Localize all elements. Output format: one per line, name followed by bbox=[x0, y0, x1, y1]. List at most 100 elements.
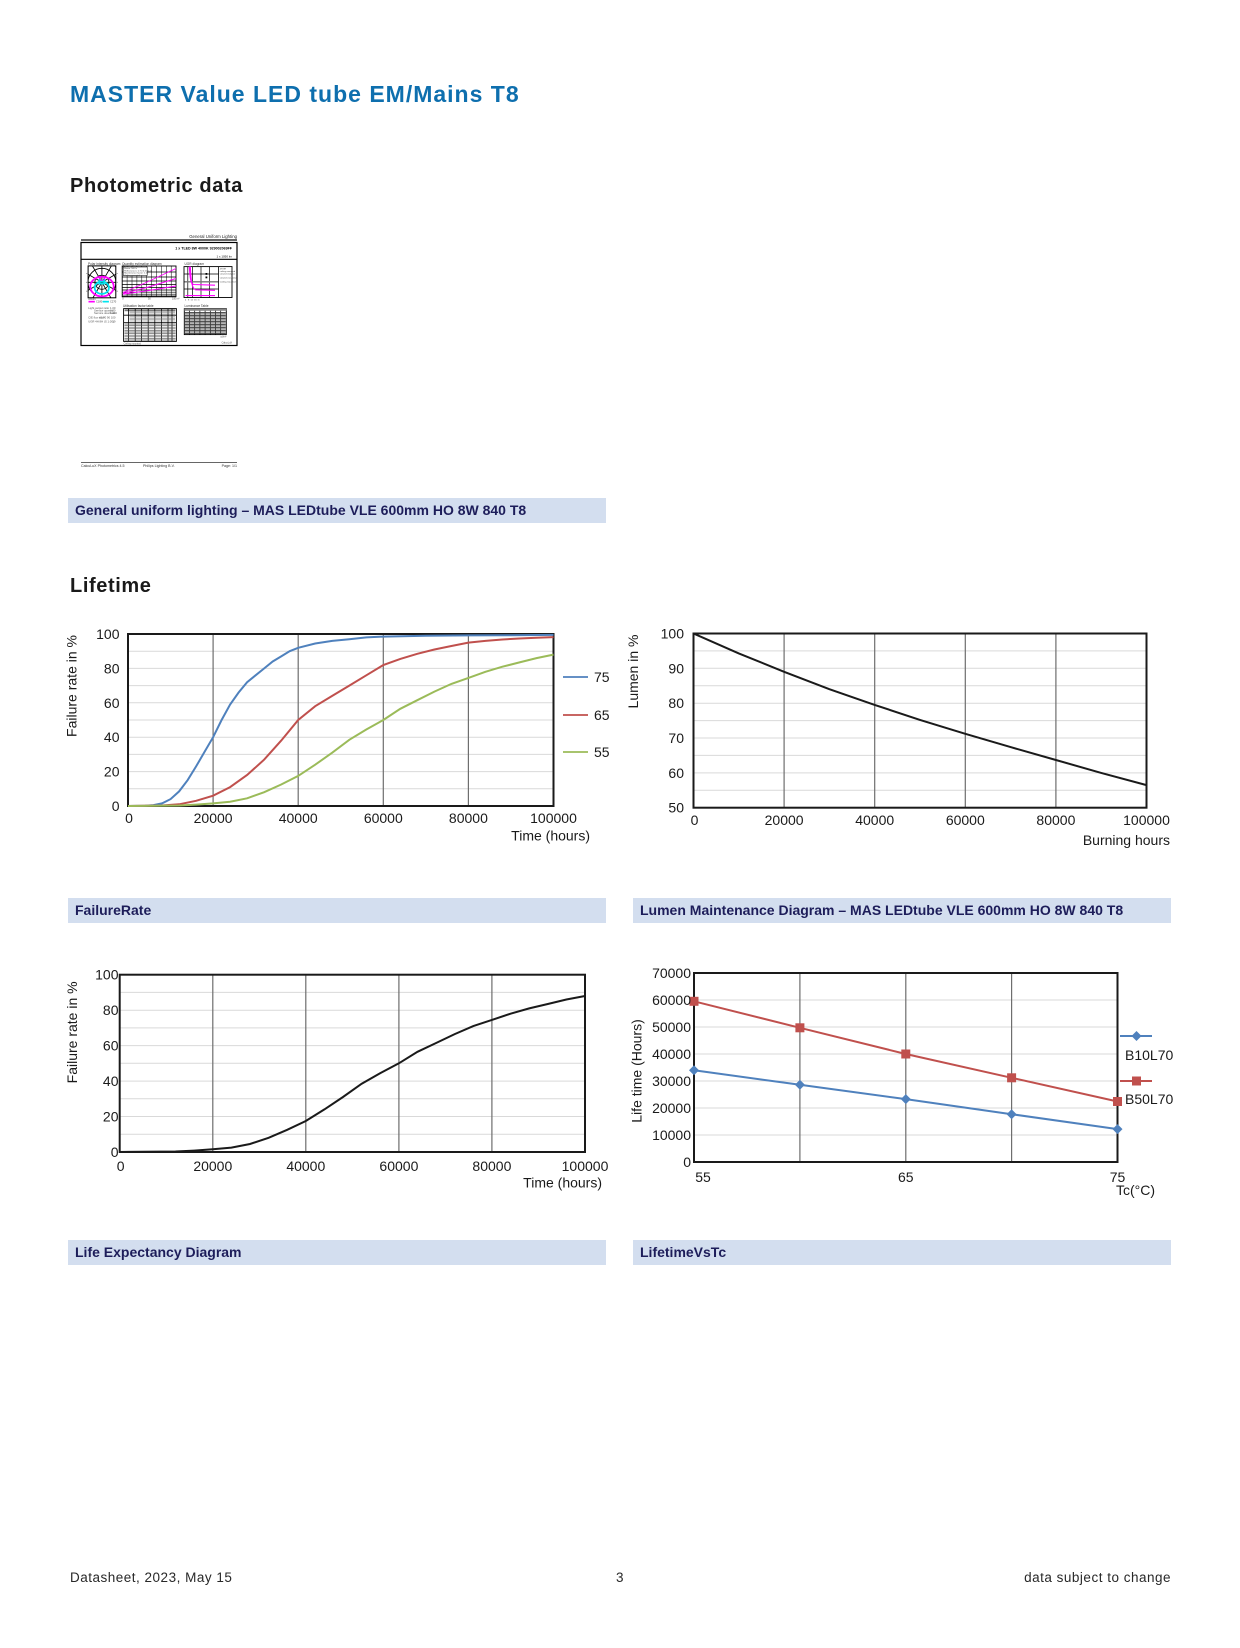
svg-text:100000: 100000 bbox=[1123, 812, 1170, 828]
svg-text:Ceiling mounted: Ceiling mounted bbox=[220, 281, 237, 284]
svg-text:80: 80 bbox=[103, 1002, 119, 1018]
svg-text:65: 65 bbox=[594, 707, 610, 723]
svg-text:1.00: 1.00 bbox=[110, 311, 116, 315]
svg-text:75: 75 bbox=[594, 669, 610, 685]
svg-text:100: 100 bbox=[96, 626, 120, 642]
svg-text:50000: 50000 bbox=[652, 1019, 691, 1035]
svg-text:Reflectances: 0.70 0.50 0.20: Reflectances: 0.70 0.50 0.20 bbox=[124, 269, 153, 272]
svg-text:1 x TLED 8W 4000K 929002069FF: 1 x TLED 8W 4000K 929002069FF bbox=[175, 247, 233, 251]
svg-text:C270: C270 bbox=[110, 300, 117, 304]
svg-text:65: 65 bbox=[898, 1169, 914, 1185]
svg-text:100000: 100000 bbox=[530, 810, 577, 826]
svg-text:100 m²: 100 m² bbox=[172, 298, 180, 301]
svg-text:50: 50 bbox=[668, 800, 684, 816]
svg-text:Utilisation factor table: Utilisation factor table bbox=[123, 304, 154, 308]
svg-text:40000: 40000 bbox=[652, 1046, 691, 1062]
svg-text:Luminance Table: Luminance Table bbox=[185, 304, 209, 308]
svg-text:60000: 60000 bbox=[379, 1158, 418, 1174]
svg-text:Ceiling mounted: Ceiling mounted bbox=[124, 274, 141, 277]
svg-text:60: 60 bbox=[103, 1038, 119, 1054]
svg-text:0: 0 bbox=[117, 1158, 125, 1174]
svg-text:CalcuLuX: CalcuLuX bbox=[222, 342, 233, 345]
svg-text:B50L70: B50L70 bbox=[1125, 1091, 1173, 1107]
svg-text:0: 0 bbox=[122, 298, 124, 301]
svg-text:20: 20 bbox=[104, 764, 120, 780]
svg-text:40000: 40000 bbox=[286, 1158, 325, 1174]
svg-text:0: 0 bbox=[691, 812, 699, 828]
svg-text:55: 55 bbox=[594, 744, 610, 760]
svg-text:80000: 80000 bbox=[449, 810, 488, 826]
svg-text:60000: 60000 bbox=[652, 992, 691, 1008]
svg-text:41 70 90 100: 41 70 90 100 bbox=[99, 316, 116, 320]
svg-text:70: 70 bbox=[668, 730, 684, 746]
svg-text:20000: 20000 bbox=[652, 1100, 691, 1116]
svg-text:1.00: 1.00 bbox=[110, 306, 116, 310]
svg-text:viewed endwise: viewed endwise bbox=[220, 274, 236, 276]
svg-text:cd/klm: cd/klm bbox=[88, 297, 96, 301]
svg-text:Philips Lighting B.V.: Philips Lighting B.V. bbox=[143, 464, 175, 468]
svg-text:CIE flux code: CIE flux code bbox=[88, 316, 105, 320]
svg-text:20000: 20000 bbox=[765, 812, 804, 828]
svg-text:Service upward: Service upward bbox=[94, 309, 114, 313]
svg-text:80: 80 bbox=[104, 660, 120, 676]
svg-text:Lumen in %: Lumen in % bbox=[625, 635, 641, 709]
svg-text:Quantity estimation diagram: Quantity estimation diagram bbox=[122, 262, 162, 266]
svg-text:Service downward: Service downward bbox=[94, 311, 117, 315]
svg-text:Maintenance factor: 1.00: Maintenance factor: 1.00 bbox=[124, 272, 149, 275]
svg-text:90: 90 bbox=[668, 660, 684, 676]
svg-text:Light output ratio: Light output ratio bbox=[88, 306, 109, 310]
svg-text:40000: 40000 bbox=[279, 810, 318, 826]
svg-text:UGR 4H 8H (S 1.00): UGR 4H 8H (S 1.00) bbox=[88, 320, 114, 324]
svg-text:1 x 1050 lm: 1 x 1050 lm bbox=[216, 255, 232, 259]
svg-text:ceiling mounted: ceiling mounted bbox=[220, 270, 236, 273]
svg-text:Time (hours): Time (hours) bbox=[511, 828, 590, 844]
svg-text:10000: 10000 bbox=[652, 1127, 691, 1143]
svg-text:20: 20 bbox=[103, 1109, 119, 1125]
svg-text:cd/m²: cd/m² bbox=[220, 336, 226, 339]
svg-text:50: 50 bbox=[148, 298, 151, 301]
svg-text:80: 80 bbox=[668, 695, 684, 711]
svg-text:80000: 80000 bbox=[472, 1158, 511, 1174]
svg-text:40: 40 bbox=[103, 1073, 119, 1089]
svg-text:100: 100 bbox=[95, 967, 119, 983]
svg-text:Time (hours): Time (hours) bbox=[523, 1175, 602, 1191]
svg-text:60000: 60000 bbox=[946, 812, 985, 828]
svg-text:Life time (Hours): Life time (Hours) bbox=[628, 1019, 644, 1122]
svg-text:20000: 20000 bbox=[193, 1158, 232, 1174]
svg-text:30000: 30000 bbox=[652, 1073, 691, 1089]
svg-text:4 8 12 16 m: 4 8 12 16 m bbox=[185, 300, 200, 302]
svg-text:19: 19 bbox=[112, 320, 116, 324]
svg-text:70000: 70000 bbox=[652, 965, 691, 981]
svg-text:Failure rate in %: Failure rate in % bbox=[63, 635, 79, 737]
svg-text:40: 40 bbox=[104, 729, 120, 745]
svg-text:Page: 1/1: Page: 1/1 bbox=[222, 464, 237, 468]
svg-text:Failure rate in %: Failure rate in % bbox=[64, 981, 80, 1083]
svg-text:UGR diagram: UGR diagram bbox=[185, 262, 205, 266]
svg-text:Burning hours: Burning hours bbox=[1083, 832, 1170, 848]
svg-text:Polar intensity diagram: Polar intensity diagram bbox=[88, 262, 121, 266]
svg-text:75: 75 bbox=[1110, 1169, 1126, 1185]
svg-text:0: 0 bbox=[683, 1154, 691, 1170]
svg-text:CalcuLuX Photometrics 4.5: CalcuLuX Photometrics 4.5 bbox=[81, 464, 125, 468]
svg-text:55: 55 bbox=[695, 1169, 711, 1185]
svg-text:0: 0 bbox=[112, 798, 120, 814]
svg-text:80000: 80000 bbox=[1036, 812, 1075, 828]
svg-text:60: 60 bbox=[668, 765, 684, 781]
svg-text:60: 60 bbox=[104, 695, 120, 711]
svg-text:Tc(°C): Tc(°C) bbox=[1116, 1182, 1155, 1198]
svg-text:viewed crosswise: viewed crosswise bbox=[220, 277, 238, 280]
svg-text:General Uniform Lighting: General Uniform Lighting bbox=[189, 234, 237, 239]
svg-text:0: 0 bbox=[111, 1144, 119, 1160]
svg-text:4H 8H: 4H 8H bbox=[220, 269, 227, 271]
svg-text:100000: 100000 bbox=[562, 1158, 609, 1174]
svg-text:C180: C180 bbox=[96, 300, 103, 304]
svg-text:20000: 20000 bbox=[194, 810, 233, 826]
svg-text:0: 0 bbox=[125, 810, 133, 826]
svg-text:60000: 60000 bbox=[364, 810, 403, 826]
svg-text:Ceiling mounted: Ceiling mounted bbox=[124, 343, 142, 346]
svg-text:Room: 500 lx: Room: 500 lx bbox=[124, 268, 138, 270]
svg-text:40000: 40000 bbox=[855, 812, 894, 828]
svg-text:0.00: 0.00 bbox=[110, 309, 116, 313]
svg-text:100: 100 bbox=[661, 626, 685, 642]
svg-text:B10L70: B10L70 bbox=[1125, 1047, 1173, 1063]
